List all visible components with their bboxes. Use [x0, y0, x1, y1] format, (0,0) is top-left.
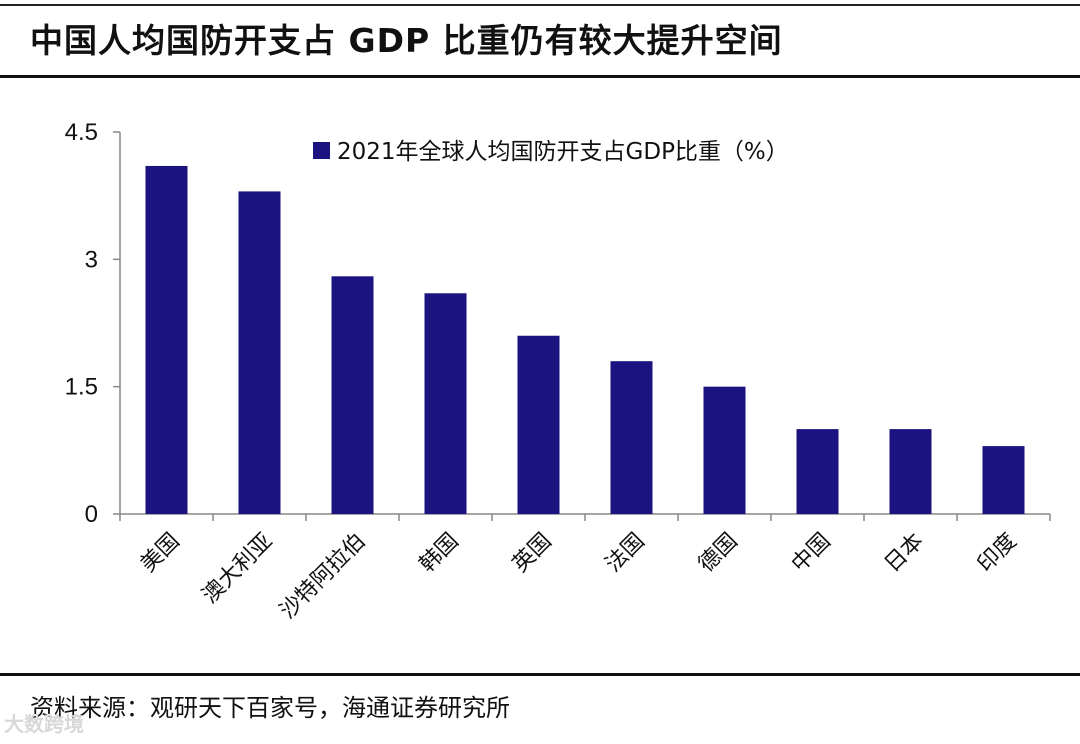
y-tick-label: 1.5: [65, 374, 98, 401]
x-category-label: 日本: [880, 529, 929, 578]
chart-bars: [145, 165, 1025, 514]
x-category-label: 英国: [508, 529, 557, 578]
bar-4: [424, 293, 467, 514]
x-category-label: 法国: [601, 529, 650, 578]
title-bar: 中国人均国防开支占 GDP 比重仍有较大提升空间: [0, 0, 1080, 78]
bar-9: [889, 429, 932, 514]
x-category-label: 中国: [787, 529, 836, 578]
y-axis-ticks: 0 1.5 3 4.5: [65, 119, 120, 528]
y-tick-label: 0: [85, 501, 98, 528]
y-tick-label: 4.5: [65, 119, 98, 146]
bar-1: [145, 165, 188, 514]
source-note: 资料来源：观研天下百家号，海通证券研究所: [30, 694, 510, 722]
x-category-label: 韩国: [415, 529, 464, 578]
bar-2: [238, 191, 281, 514]
title-rule: [0, 75, 1080, 78]
bar-6: [610, 361, 653, 514]
bar-3: [331, 276, 374, 514]
legend-label: 2021年全球人均国防开支占GDP比重（%）: [337, 139, 789, 165]
x-category-label: 美国: [136, 529, 185, 578]
x-category-label: 德国: [694, 529, 743, 578]
bar-7: [703, 386, 746, 514]
x-category-label: 沙特阿拉伯: [275, 529, 370, 624]
y-tick-label: 3: [85, 246, 98, 273]
bar-10: [982, 446, 1025, 514]
legend-swatch: [313, 142, 330, 159]
x-category-label: 印度: [973, 529, 1022, 578]
bar-5: [517, 335, 560, 514]
x-category-label: 澳大利亚: [198, 529, 278, 609]
footer-rule: [0, 673, 1080, 676]
chart-legend: 2021年全球人均国防开支占GDP比重（%）: [313, 139, 789, 165]
page-title: 中国人均国防开支占 GDP 比重仍有较大提升空间: [30, 21, 783, 60]
watermark: 大数跨境: [4, 712, 84, 736]
top-rule: [0, 4, 1080, 6]
bar-8: [796, 429, 839, 514]
